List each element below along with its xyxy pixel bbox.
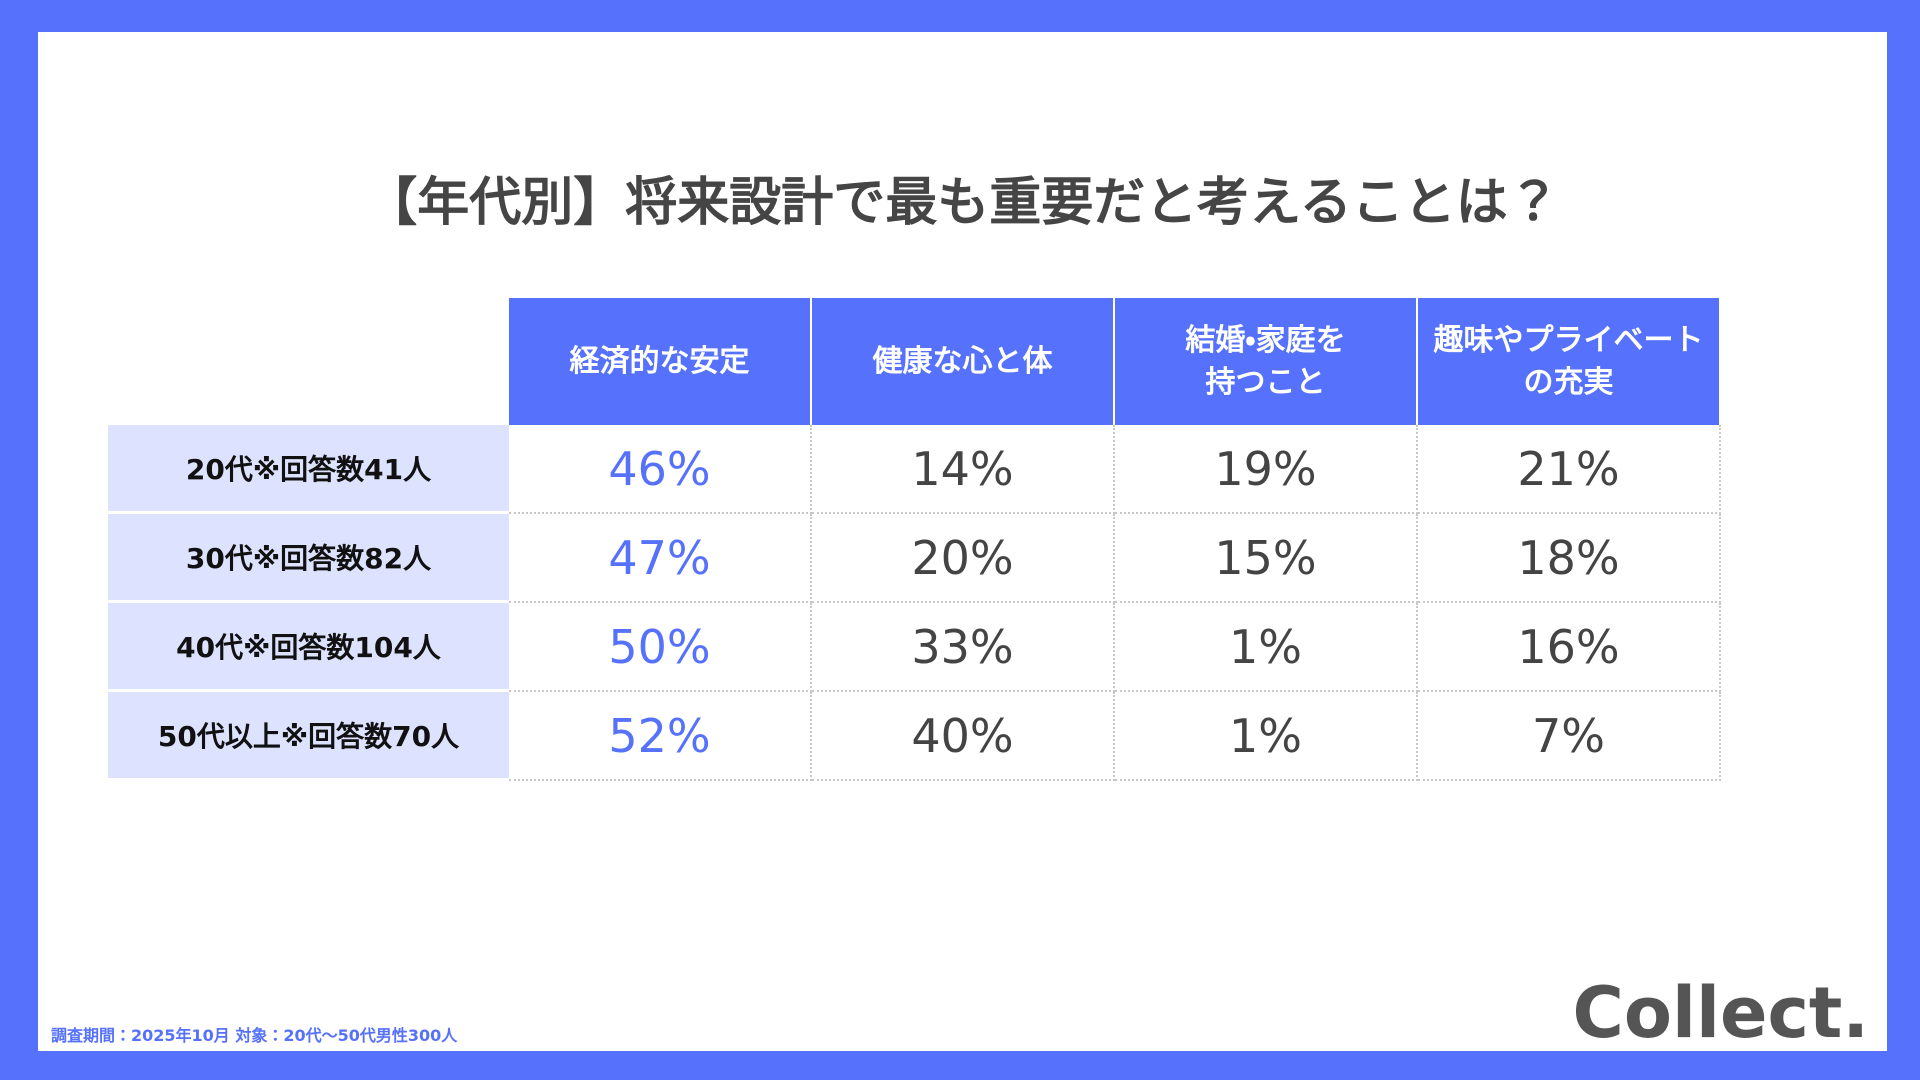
row-label: 30代※回答数82人 xyxy=(108,514,509,603)
value-cell: 40% xyxy=(812,692,1115,781)
value-cell: 47% xyxy=(509,514,812,603)
column-header: 結婚・家庭を 持つこと xyxy=(1115,298,1418,425)
value-cell: 19% xyxy=(1115,425,1418,514)
value-cell: 18% xyxy=(1418,514,1721,603)
value-cell: 46% xyxy=(509,425,812,514)
row-label: 40代※回答数104人 xyxy=(108,603,509,692)
value-cell: 33% xyxy=(812,603,1115,692)
value-cell: 7% xyxy=(1418,692,1721,781)
logo: Collect. xyxy=(1572,972,1869,1054)
row-label: 50代以上※回答数70人 xyxy=(108,692,509,781)
footnote: 調査期間：2025年10月 対象：20代〜50代男性300人 xyxy=(51,1026,458,1045)
value-cell: 1% xyxy=(1115,603,1418,692)
column-header: 経済的な安定 xyxy=(509,298,812,425)
row-label: 20代※回答数41人 xyxy=(108,425,509,514)
panel: 【年代別】将来設計で最も重要だと考えることは？ 調査期間：2025年10月 対象… xyxy=(38,32,1887,1054)
value-cell: 16% xyxy=(1418,603,1721,692)
column-header: 趣味やプライベート の充実 xyxy=(1418,298,1721,425)
value-cell: 14% xyxy=(812,425,1115,514)
value-cell: 52% xyxy=(509,692,812,781)
value-cell: 20% xyxy=(812,514,1115,603)
column-header: 健康な心と体 xyxy=(812,298,1115,425)
value-cell: 15% xyxy=(1115,514,1418,603)
value-cell: 50% xyxy=(509,603,812,692)
title: 【年代別】将来設計で最も重要だと考えることは？ xyxy=(365,173,1560,233)
value-cell: 1% xyxy=(1115,692,1418,781)
value-cell: 21% xyxy=(1418,425,1721,514)
